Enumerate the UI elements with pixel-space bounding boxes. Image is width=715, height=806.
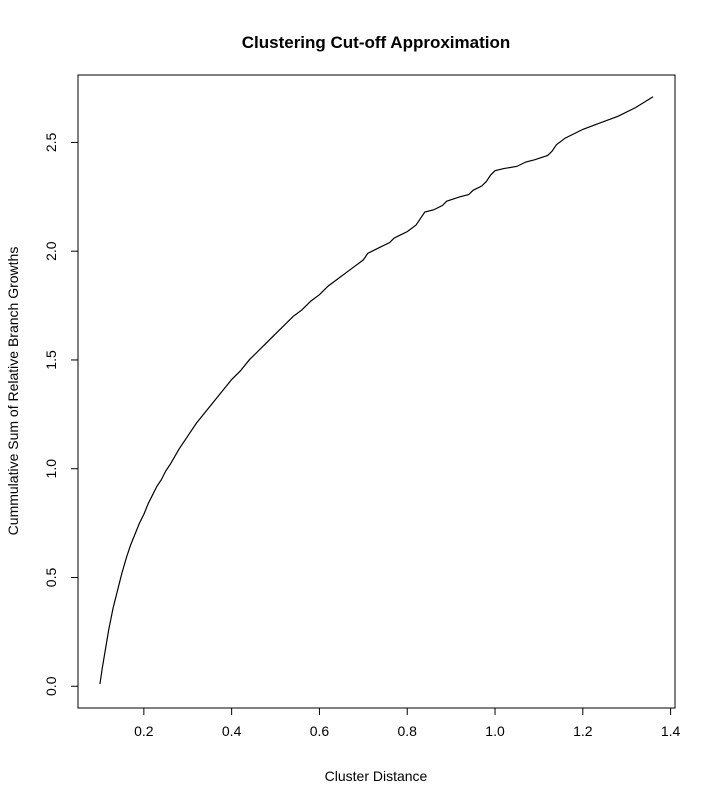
x-axis: 0.2 0.4 0.6 0.8 1.0 1.2 1.4 [134, 707, 681, 739]
chart-title: Clustering Cut-off Approximation [242, 33, 511, 52]
series-line [99, 96, 654, 685]
y-axis: 0.0 0.5 1.0 1.5 2.0 2.5 [43, 132, 79, 696]
y-tick-label: 0.0 [43, 676, 59, 696]
y-tick-label: 1.0 [43, 459, 59, 479]
y-tick-label: 0.5 [43, 568, 59, 588]
plot-frame [77, 74, 676, 709]
y-tick-label: 2.5 [43, 132, 59, 152]
y-tick-label: 1.5 [43, 350, 59, 370]
x-tick-label: 1.2 [573, 723, 593, 739]
x-tick-label: 0.8 [397, 723, 417, 739]
x-axis-label: Cluster Distance [325, 768, 428, 784]
x-tick-label: 0.6 [310, 723, 330, 739]
x-tick-label: 1.4 [661, 723, 681, 739]
y-axis-label: Cummulative Sum of Relative Branch Growt… [5, 247, 21, 536]
x-tick-label: 1.0 [485, 723, 505, 739]
x-tick-label: 0.4 [222, 723, 242, 739]
y-tick-label: 2.0 [43, 241, 59, 261]
x-tick-label: 0.2 [134, 723, 154, 739]
